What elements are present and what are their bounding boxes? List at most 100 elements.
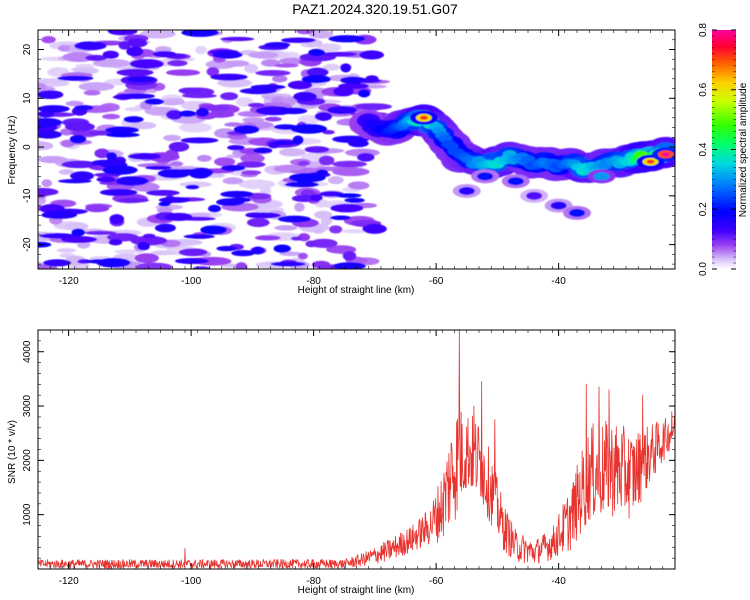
noise-blob: [227, 144, 245, 151]
noise-blob: [38, 141, 54, 151]
colorbar-tick-label: 0.6: [698, 82, 709, 96]
secondary-blob: [477, 172, 494, 181]
noise-blob: [158, 197, 191, 203]
noise-blob: [328, 35, 366, 43]
noise-blob: [217, 78, 253, 88]
secondary-blob: [507, 177, 524, 186]
noise-blob: [179, 110, 197, 117]
noise-blob: [41, 36, 56, 44]
noise-blob: [58, 178, 92, 184]
secondary-blob-core: [661, 152, 670, 157]
noise-blob: [332, 167, 370, 177]
noise-blob: [78, 82, 115, 92]
y-tick-label: -10: [22, 188, 33, 203]
noise-blob: [38, 130, 62, 139]
noise-blob: [70, 171, 95, 181]
noise-blob: [99, 188, 138, 196]
noise-blob: [150, 250, 177, 256]
noise-blob: [152, 51, 177, 58]
noise-blob: [165, 149, 179, 159]
colorbar-tick-label: 0.4: [698, 142, 709, 156]
noise-blob: [340, 63, 352, 73]
noise-blob: [168, 141, 190, 152]
noise-blob: [106, 151, 118, 161]
noise-blob: [85, 54, 108, 61]
noise-blob: [117, 197, 150, 203]
y-tick-label: 1000: [22, 503, 33, 526]
noise-blob: [322, 130, 335, 135]
noise-blob: [126, 46, 144, 57]
noise-blob: [297, 252, 308, 260]
noise-blob: [310, 194, 323, 202]
noise-blob: [108, 239, 123, 246]
noise-blob: [255, 70, 291, 77]
noise-blob: [105, 132, 140, 138]
secondary-blob: [526, 191, 543, 200]
colorbar-tick-label: 0.2: [698, 202, 709, 216]
noise-blob: [238, 179, 276, 190]
noise-blob: [124, 107, 144, 112]
noise-blob: [167, 59, 188, 67]
noise-blob: [362, 223, 387, 234]
spectrogram-heatmap: [38, 30, 675, 269]
noise-blob: [214, 157, 236, 167]
noise-blob: [341, 229, 369, 234]
secondary-blob: [569, 208, 585, 217]
noise-blob: [333, 86, 354, 97]
noise-blob: [38, 187, 59, 197]
noise-blob: [180, 137, 219, 144]
noise-blob: [235, 262, 248, 269]
colorbar-label: Normalized spectral amplitude: [738, 82, 749, 217]
noise-blob: [163, 134, 181, 142]
noise-blob: [145, 165, 173, 170]
noise-blob: [270, 261, 306, 267]
noise-blob: [75, 63, 95, 69]
noise-blob: [195, 45, 207, 55]
secondary-blob: [458, 186, 475, 195]
noise-blob: [39, 233, 76, 239]
noise-blob: [224, 122, 243, 127]
noise-blob: [301, 75, 331, 84]
noise-blob: [347, 181, 370, 190]
spectrogram-y-axis-label: Frequency (Hz): [7, 116, 18, 185]
noise-blob: [316, 169, 329, 176]
noise-blob: [127, 38, 148, 48]
noise-blob: [304, 146, 330, 154]
spectrogram-x-axis-label: Height of straight line (km): [298, 285, 415, 296]
noise-blob: [279, 107, 308, 115]
noise-blob: [158, 201, 171, 207]
noise-blob: [96, 257, 131, 268]
noise-blob: [84, 230, 117, 235]
noise-blob: [272, 140, 295, 146]
noise-blob: [333, 262, 366, 269]
noise-blob: [365, 75, 379, 83]
noise-blob: [185, 184, 200, 190]
noise-blob: [56, 248, 77, 253]
noise-blob: [287, 80, 313, 90]
noise-blob: [314, 112, 332, 121]
y-tick-label: 20: [22, 44, 33, 56]
noise-blob: [41, 179, 53, 188]
y-tick-label: 10: [22, 92, 33, 104]
noise-blob: [188, 168, 212, 179]
y-tick-label: 4000: [22, 340, 33, 363]
noise-blob: [241, 170, 262, 175]
colorbar: 0.0 0.2 0.4 0.6 0.8 Normalized spectral ampl…: [698, 23, 749, 276]
noise-blob: [71, 228, 86, 237]
noise-blob: [146, 189, 180, 196]
noise-blob: [197, 154, 212, 162]
noise-blob: [264, 42, 291, 48]
noise-blob: [288, 172, 326, 183]
noise-blob: [247, 102, 265, 108]
noise-blob: [123, 116, 144, 123]
noise-blob: [109, 214, 125, 225]
noise-blob: [130, 121, 157, 130]
y-tick-label: 0: [22, 144, 33, 150]
noise-blob: [83, 90, 101, 96]
noise-blob: [74, 104, 94, 111]
noise-blob: [206, 67, 220, 77]
noise-blob: [220, 92, 239, 101]
noise-blob: [96, 176, 117, 183]
